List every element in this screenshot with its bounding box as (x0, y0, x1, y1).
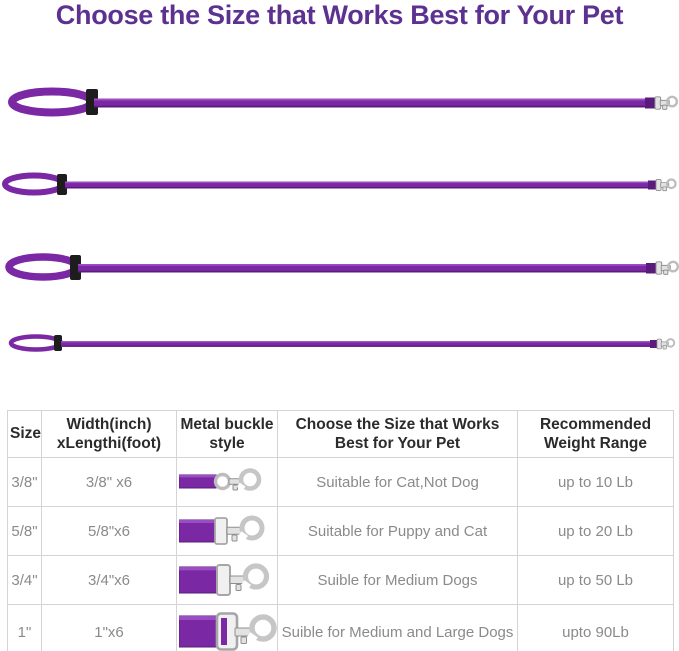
table-row: 3/4" 3/4"x6 Suible for Medium Dogs up to… (7, 555, 674, 605)
cell-dimensions: 5/8"x6 (41, 506, 177, 556)
cell-suitability: Suitable for Cat,Not Dog (277, 457, 518, 507)
cell-buckle (176, 555, 278, 605)
cell-size: 5/8" (7, 506, 42, 556)
cell-weight: up to 50 Lb (517, 555, 674, 605)
cell-weight: up to 20 Lb (517, 506, 674, 556)
header-size: Size (7, 410, 42, 458)
snap-hook-icon (179, 612, 277, 651)
leash-image-1 (8, 87, 679, 117)
cell-buckle (176, 506, 278, 556)
table-row: 5/8" 5/8"x6 Suitable for Puppy and Cat u… (7, 506, 674, 556)
cell-size: 1" (7, 604, 42, 651)
cell-size: 3/8" (7, 457, 42, 507)
header-buckle-style: Metal buckle style (176, 410, 278, 458)
cell-dimensions: 3/8" x6 (41, 457, 177, 507)
header-suitability: Choose the Size that Works Best for Your… (277, 410, 518, 458)
table-row: 3/8" 3/8" x6 Suitable for Cat,Not Dog up… (7, 457, 674, 507)
table-row: 1" 1"x6 Suible for Medium and Large Dogs… (7, 604, 674, 651)
cell-buckle (176, 457, 278, 507)
snap-hook-icon (179, 563, 270, 596)
cell-weight: up to 10 Lb (517, 457, 674, 507)
header-width-length: Width(inch) xLengthi(foot) (41, 410, 177, 458)
size-comparison-table: Size Width(inch) xLengthi(foot) Metal bu… (7, 410, 674, 651)
page-title: Choose the Size that Works Best for Your… (55, 0, 624, 30)
leash-image-2 (2, 172, 677, 196)
snap-hook-icon (179, 515, 265, 545)
cell-suitability: Suible for Medium and Large Dogs (277, 604, 518, 651)
cell-dimensions: 1"x6 (41, 604, 177, 651)
cell-suitability: Suible for Medium Dogs (277, 555, 518, 605)
table-header-row: Size Width(inch) xLengthi(foot) Metal bu… (7, 410, 674, 458)
snap-hook-icon (179, 468, 262, 491)
cell-buckle (176, 604, 278, 651)
cell-dimensions: 3/4"x6 (41, 555, 177, 605)
header-weight-range: Recommended Weight Range (517, 410, 674, 458)
leash-image-3 (5, 253, 679, 281)
leash-image-4 (8, 334, 676, 352)
cell-size: 3/4" (7, 555, 42, 605)
cell-weight: upto 90Lb (517, 604, 674, 651)
cell-suitability: Suitable for Puppy and Cat (277, 506, 518, 556)
